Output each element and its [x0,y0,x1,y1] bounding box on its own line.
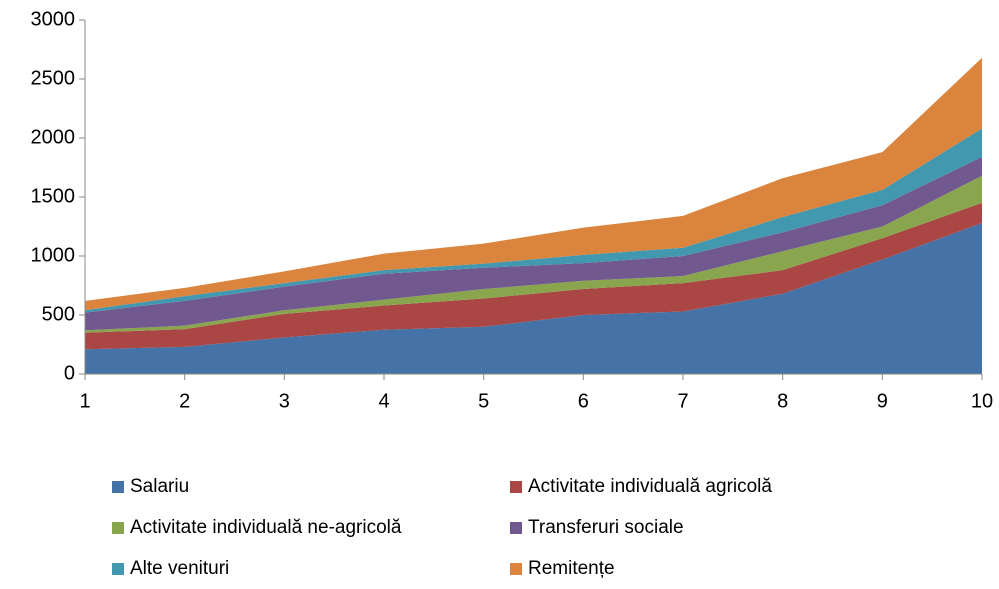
area [85,156,982,331]
legend-label: Alte venituri [130,558,229,579]
x-tick-label: 4 [378,390,389,412]
legend-label: Salariu [130,476,189,497]
legend-label: Remitențe [528,558,615,579]
legend-swatch [112,481,124,493]
area [85,128,982,313]
legend-swatch [112,563,124,575]
x-tick-label: 8 [777,390,788,412]
legend-label: Transferuri sociale [528,517,684,538]
area [85,222,982,374]
x-tick-label: 2 [179,390,190,412]
y-tick-label: 1500 [31,185,76,207]
legend-swatch [510,563,522,575]
x-tick-label: 9 [877,390,888,412]
x-tick-label: 1 [79,390,90,412]
x-tick-label: 6 [578,390,589,412]
y-tick-label: 500 [42,303,75,325]
y-tick-label: 2500 [31,67,76,89]
x-tick-label: 3 [279,390,290,412]
area [85,175,982,333]
legend-swatch [510,522,522,534]
legend-label: Activitate individuală agricolă [528,476,772,497]
y-tick-label: 1000 [31,244,76,266]
x-tick-label: 10 [971,390,993,412]
legend-swatch [510,481,522,493]
x-tick-label: 7 [677,390,688,412]
y-tick-label: 3000 [31,8,76,30]
y-tick-label: 2000 [31,126,76,148]
x-tick-label: 5 [478,390,489,412]
legend-label: Activitate individuală ne-agricolă [130,517,402,538]
area [85,57,982,311]
legend-swatch [112,522,124,534]
area [85,202,982,350]
y-tick-label: 0 [64,362,75,384]
